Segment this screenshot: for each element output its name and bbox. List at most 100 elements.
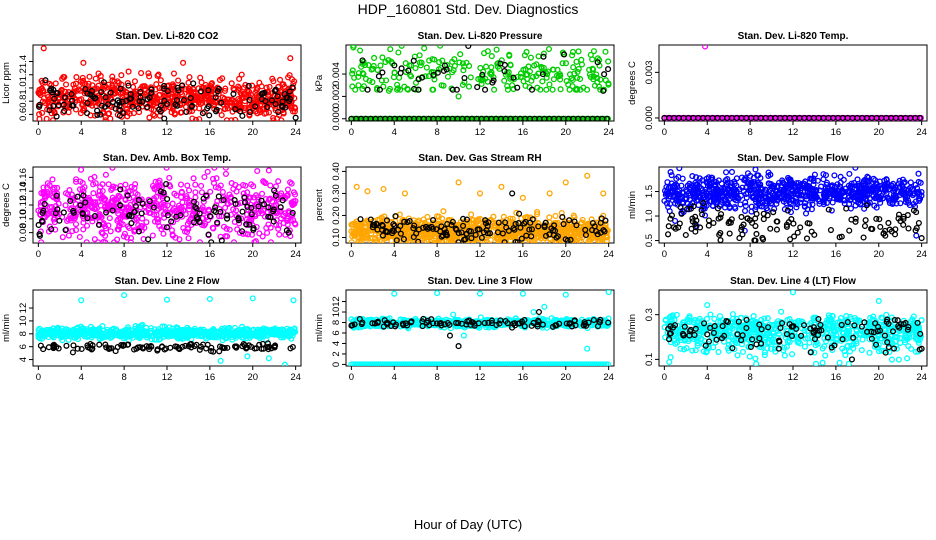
data-point [846, 227, 853, 234]
data-point [360, 83, 368, 90]
data-point [246, 221, 253, 228]
data-point [674, 188, 681, 195]
data-point [714, 205, 721, 212]
data-point [600, 190, 607, 197]
data-point [779, 114, 786, 121]
data-point [429, 86, 436, 93]
data-point [263, 337, 270, 344]
data-point [396, 74, 403, 81]
data-point [752, 167, 759, 173]
y-tick-label: 1.4 [18, 55, 29, 68]
data-point [202, 220, 209, 227]
data-point [673, 175, 680, 182]
data-point [682, 231, 689, 239]
data-point [842, 114, 849, 121]
data-point [404, 85, 411, 92]
data-point [224, 105, 231, 112]
x-tick-label: 4 [392, 127, 397, 138]
data-point [543, 86, 550, 93]
x-tick-label: 12 [475, 249, 486, 260]
y-tick-label: 0.5 [644, 234, 655, 247]
data-point [132, 202, 139, 210]
data-point [185, 235, 192, 242]
data-point [59, 234, 66, 241]
data-point [273, 195, 280, 202]
data-point [460, 222, 467, 229]
data-point [256, 79, 263, 86]
data-point [891, 197, 898, 204]
series-points [661, 45, 925, 121]
data-point [512, 238, 519, 243]
data-point [856, 191, 863, 198]
data-point [509, 190, 516, 197]
data-point [370, 221, 377, 228]
data-point [573, 58, 580, 65]
data-point [563, 77, 570, 85]
data-point [42, 77, 49, 84]
data-point [375, 229, 382, 236]
data-point [174, 97, 181, 104]
data-point [848, 216, 855, 223]
data-point [752, 203, 760, 210]
data-point [205, 87, 212, 94]
data-point [125, 68, 132, 75]
data-point [378, 214, 385, 221]
data-point [289, 202, 296, 209]
data-point [910, 207, 918, 214]
x-tick-label: 12 [162, 372, 173, 383]
data-point [831, 172, 838, 179]
data-point [876, 216, 883, 223]
data-point [781, 206, 788, 213]
data-point [792, 198, 800, 205]
data-point [882, 232, 889, 239]
x-tick-label: 20 [247, 249, 258, 260]
data-point [554, 233, 561, 240]
data-point [202, 81, 209, 88]
data-point [207, 188, 214, 195]
data-point [204, 168, 211, 175]
data-point [98, 214, 105, 221]
data-point [201, 173, 208, 181]
data-point [103, 209, 110, 216]
data-point [192, 116, 199, 121]
data-point [665, 184, 672, 191]
data-point [566, 217, 573, 224]
data-point [831, 183, 838, 190]
data-point [707, 198, 714, 205]
data-point [61, 73, 68, 81]
data-point [429, 56, 436, 63]
x-tick-label: 8 [121, 372, 126, 383]
data-point [602, 217, 609, 224]
data-point [500, 213, 507, 220]
data-point [131, 208, 138, 216]
data-point [405, 67, 412, 74]
data-point [546, 214, 553, 221]
data-point [186, 74, 193, 81]
data-point [493, 235, 501, 242]
data-point [488, 53, 495, 60]
data-point [549, 66, 556, 73]
data-point [915, 219, 922, 227]
x-tick-label: 8 [747, 127, 752, 138]
data-point [397, 86, 404, 93]
data-point [676, 167, 683, 172]
data-point [534, 211, 541, 218]
data-point [371, 54, 378, 61]
data-point [124, 80, 131, 87]
data-point [452, 225, 459, 232]
data-point [150, 204, 157, 211]
data-point [846, 170, 853, 177]
data-point [589, 65, 596, 72]
data-point [471, 115, 478, 121]
data-point [274, 93, 281, 100]
data-point [357, 47, 364, 54]
data-point [446, 115, 453, 121]
data-point [711, 194, 718, 201]
data-point [436, 59, 443, 66]
data-point [214, 219, 221, 226]
data-point [265, 109, 273, 116]
data-point [416, 52, 423, 59]
data-point [527, 54, 534, 61]
data-point [900, 221, 907, 228]
x-tick-label: 20 [247, 127, 258, 138]
